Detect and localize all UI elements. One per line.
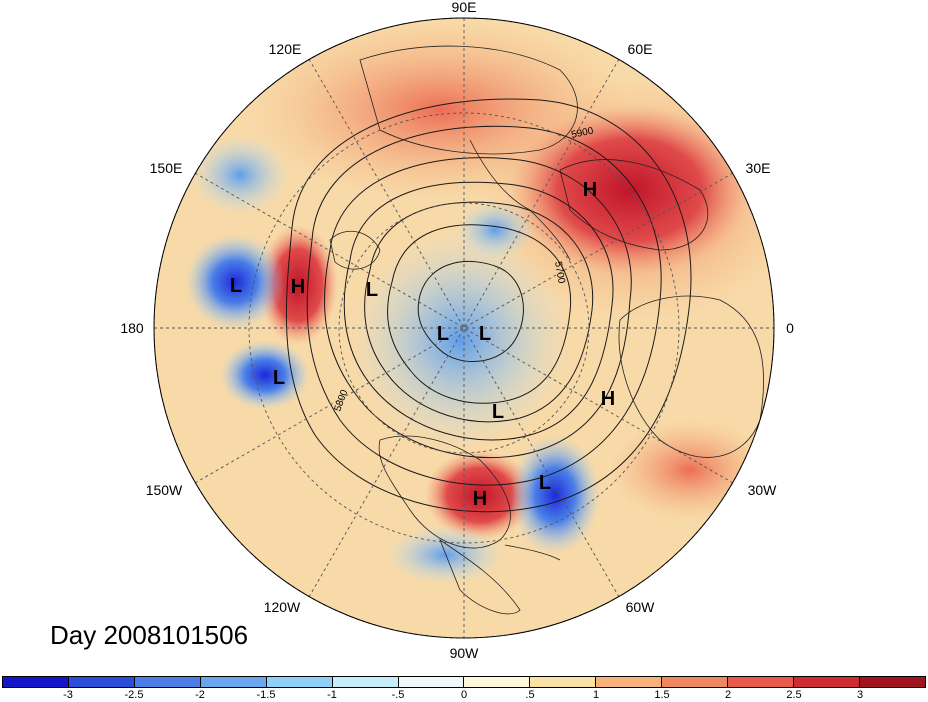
low-marker: L	[492, 401, 504, 423]
colorbar-cell	[464, 677, 531, 687]
lon-label-150e: 150E	[150, 160, 183, 176]
lon-label-90e: 90E	[452, 0, 477, 15]
longitude-labels: 90E 60E 30E 0 30W 60W 90W 120W 150W 180 …	[120, 0, 794, 661]
lon-label-150w: 150W	[146, 482, 183, 498]
anomaly-field	[154, 18, 774, 638]
high-marker: H	[291, 276, 305, 298]
colorbar-tick-label: 2	[724, 689, 732, 701]
colorbar-tick-label: 1.5	[654, 689, 670, 701]
low-marker: L	[479, 323, 491, 345]
low-marker: L	[366, 279, 378, 301]
colorbar-tick-label: -2	[195, 689, 205, 701]
date-label: Day 2008101506	[50, 620, 249, 650]
lon-label-120e: 120E	[269, 41, 302, 57]
colorbar-cell	[662, 677, 729, 687]
lon-label-30e: 30E	[746, 160, 771, 176]
lon-label-120w: 120W	[264, 599, 301, 615]
map-boundary	[153, 17, 775, 639]
colorbar	[2, 676, 926, 688]
colorbar-cell	[200, 677, 267, 687]
lon-label-60e: 60E	[628, 41, 653, 57]
colorbar-tick-label: -2.5	[124, 689, 144, 701]
colorbar-tick-label: -1	[327, 689, 337, 701]
colorbar-cell	[68, 677, 135, 687]
contour-label-5700: 5700	[552, 261, 567, 285]
low-marker: L	[539, 472, 551, 494]
contour-label-5900: 5900	[570, 125, 594, 140]
colorbar-cell	[596, 677, 663, 687]
low-marker: L	[230, 275, 242, 297]
colorbar-tick-label: 2.5	[786, 689, 802, 701]
colorbar-tick-label: -1.5	[256, 689, 276, 701]
colorbar-tick-label: -3	[63, 689, 73, 701]
colorbar-cell	[530, 677, 597, 687]
low-marker: L	[437, 323, 449, 345]
lon-label-90w: 90W	[450, 645, 480, 661]
colorbar-cell	[728, 677, 795, 687]
colorbar-cell	[398, 677, 465, 687]
lon-label-30w: 30W	[748, 482, 778, 498]
high-marker: H	[473, 488, 487, 510]
colorbar-tick-label: .5	[525, 689, 535, 701]
colorbar-tick-label: 0	[460, 689, 468, 701]
colorbar-tick-label: 3	[856, 689, 864, 701]
lon-label-180: 180	[120, 320, 144, 336]
low-marker: L	[273, 367, 285, 389]
colorbar-cell	[134, 677, 201, 687]
colorbar-tick-label: -.5	[391, 689, 405, 701]
colorbar-cell	[3, 677, 69, 687]
high-marker: H	[583, 179, 597, 201]
lon-label-0: 0	[786, 320, 794, 336]
colorbar-cell	[266, 677, 333, 687]
colorbar-tick-label: 1	[592, 689, 600, 701]
colorbar-cell	[859, 677, 925, 687]
colorbar-ticks: -3 -2.5 -2 -1.5 -1 -.5 0 .5 1 1.5 2 2.5 3	[2, 689, 926, 702]
height-contours	[285, 98, 692, 513]
high-marker: H	[601, 388, 615, 410]
colorbar-cell	[332, 677, 399, 687]
lon-label-60w: 60W	[626, 599, 656, 615]
colorbar-cell	[794, 677, 860, 687]
pressure-system-markers: H L H L L L L L H L H L	[230, 179, 615, 510]
